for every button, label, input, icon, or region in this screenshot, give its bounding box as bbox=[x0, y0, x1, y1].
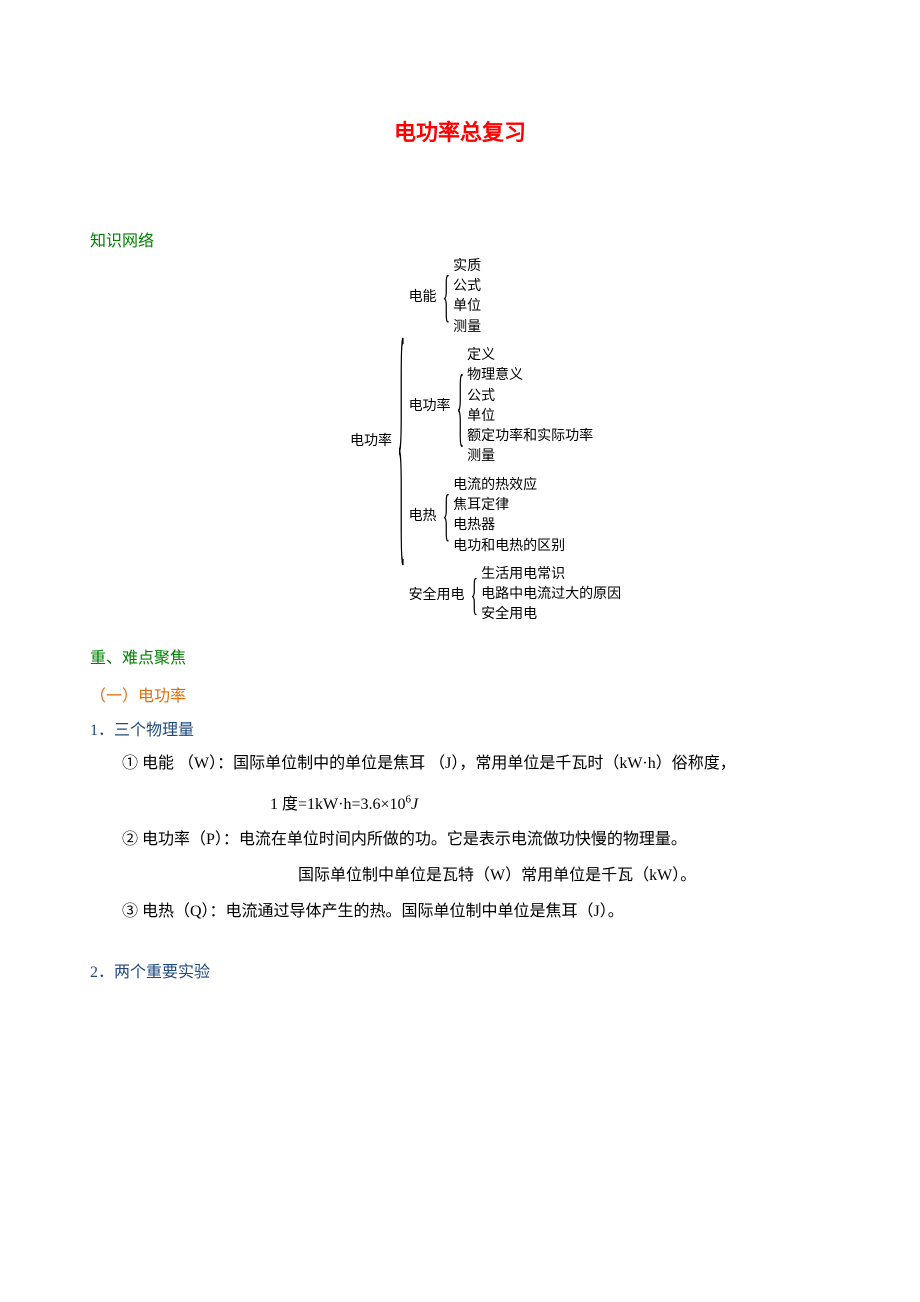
tree-leaf: 实质 bbox=[453, 257, 481, 277]
section-1-heading: （一）电功率 bbox=[90, 682, 830, 706]
tree-leaf: 单位 bbox=[453, 297, 481, 317]
subsection-1-heading: 1．三个物理量 bbox=[90, 716, 830, 740]
tree-leaf: 公式 bbox=[453, 277, 481, 297]
paragraph-energy: ① 电能 （W）：国际单位制中的单位是焦耳 （J），常用单位是千瓦时（kW·h）… bbox=[90, 748, 830, 780]
tree-root-label: 电功率 bbox=[350, 431, 394, 452]
tree-leaf: 定义 bbox=[467, 346, 593, 366]
tree-leaf: 电流的热效应 bbox=[453, 476, 565, 496]
tree-leaf: 生活用电常识 bbox=[481, 565, 621, 585]
tree-leaf: 电功和电热的区别 bbox=[453, 537, 565, 557]
formula-kwh: 1 度=1kW·h=3.6×106J bbox=[270, 790, 830, 814]
tree-leaf: 测量 bbox=[467, 447, 593, 467]
tree-leaf: 物理意义 bbox=[467, 366, 593, 386]
tree-leaf: 公式 bbox=[467, 387, 593, 407]
tree-branch-label: 电功率 bbox=[409, 396, 453, 417]
formula-number: 3.6×10 bbox=[360, 796, 405, 813]
tree-leaf: 单位 bbox=[467, 407, 593, 427]
tree-leaf: 焦耳定律 bbox=[453, 496, 565, 516]
tree-branch-label: 电能 bbox=[409, 287, 439, 308]
knowledge-network-heading: 知识网络 bbox=[90, 227, 830, 251]
tree-leaf: 安全用电 bbox=[481, 605, 621, 625]
tree-leaf: 额定功率和实际功率 bbox=[467, 427, 593, 447]
concept-tree: 电功率 { 电能 { 实质 公式 单位 测量 电功率 { bbox=[350, 257, 830, 626]
focus-heading: 重、难点聚焦 bbox=[90, 644, 830, 668]
paragraph-heat: ③ 电热（Q）：电流通过导体产生的热。国际单位制中单位是焦耳（J）。 bbox=[90, 896, 830, 928]
subsection-2-heading: 2．两个重要实验 bbox=[90, 958, 830, 982]
page-title: 电功率总复习 bbox=[90, 115, 830, 147]
paragraph-power-unit: 国际单位制中单位是瓦特（W）常用单位是千瓦（kW）。 bbox=[298, 860, 830, 892]
paragraph-power: ② 电功率（P）：电流在单位时间内所做的功。它是表示电流做功快慢的物理量。 bbox=[90, 824, 830, 856]
tree-leaf: 电热器 bbox=[453, 516, 565, 536]
tree-leaf: 电路中电流过大的原因 bbox=[481, 585, 621, 605]
formula-prefix: 1 度=1kW·h= bbox=[270, 796, 360, 813]
tree-leaf: 测量 bbox=[453, 318, 481, 338]
tree-branch-label: 安全用电 bbox=[409, 585, 467, 606]
formula-unit: J bbox=[411, 796, 418, 813]
tree-branch-label: 电热 bbox=[409, 506, 439, 527]
